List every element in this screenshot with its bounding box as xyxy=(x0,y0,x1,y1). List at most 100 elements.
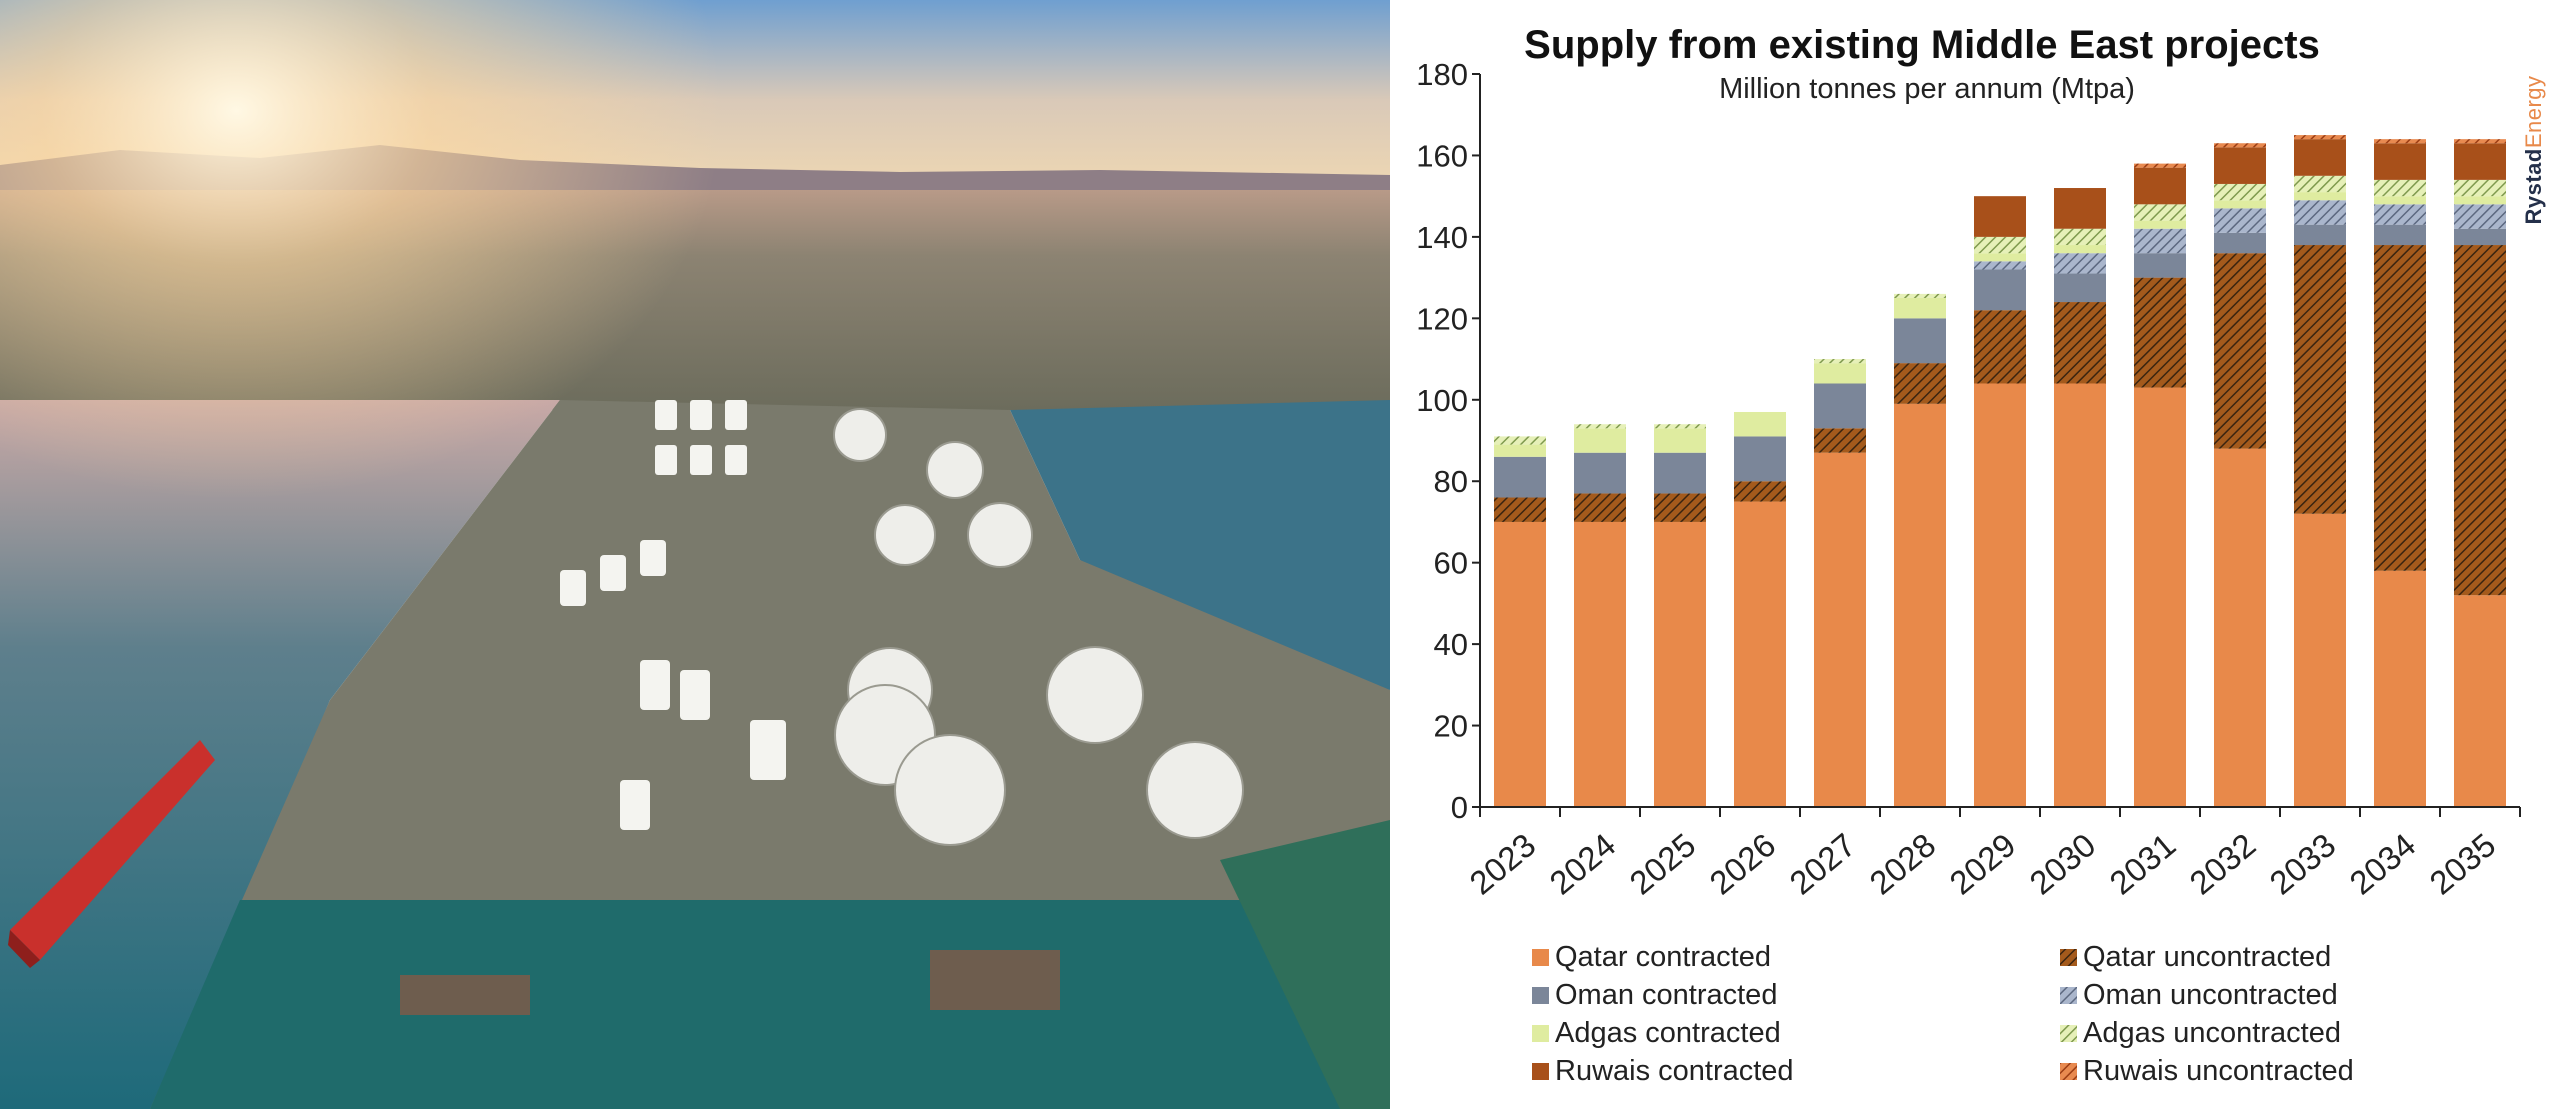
legend-swatch-adgas-contracted xyxy=(1532,1025,1549,1042)
brand-energy: Energy xyxy=(2521,75,2546,149)
bar-qatar-contracted-2024 xyxy=(1574,521,1626,807)
bar-adgas-uncontracted-2031 xyxy=(2134,204,2186,221)
bar-adgas-contracted-2030 xyxy=(2054,245,2106,254)
bar-ruwais-contracted-2030 xyxy=(2054,188,2106,229)
bar-adgas-contracted-2028 xyxy=(1894,297,1946,319)
bar-oman-contracted-2035 xyxy=(2454,228,2506,246)
bar-adgas-uncontracted-2032 xyxy=(2214,183,2266,201)
bar-oman-contracted-2029 xyxy=(1974,269,2026,311)
bar-adgas-uncontracted-2034 xyxy=(2374,179,2426,197)
y-tick-label: 100 xyxy=(1416,383,1468,418)
bar-qatar-contracted-2026 xyxy=(1734,501,1786,807)
legend-swatch-adgas-uncontracted xyxy=(2060,1025,2077,1042)
bar-ruwais-uncontracted-2031 xyxy=(2134,163,2186,168)
bar-oman-uncontracted-2030 xyxy=(2054,253,2106,274)
y-tick-label: 20 xyxy=(1434,709,1468,744)
y-tick-label: 0 xyxy=(1451,790,1468,825)
bar-oman-uncontracted-2034 xyxy=(2374,204,2426,225)
bar-adgas-contracted-2034 xyxy=(2374,196,2426,205)
bar-qatar-uncontracted-2031 xyxy=(2134,277,2186,388)
chart-subtitle: Million tonnes per annum (Mtpa) xyxy=(1719,73,2135,105)
y-tick-label: 120 xyxy=(1416,301,1468,336)
bar-adgas-uncontracted-2033 xyxy=(2294,175,2346,193)
bar-oman-uncontracted-2035 xyxy=(2454,204,2506,229)
bar-oman-uncontracted-2031 xyxy=(2134,228,2186,254)
bar-oman-contracted-2034 xyxy=(2374,224,2426,246)
legend-label-qatar-uncontracted: Qatar uncontracted xyxy=(2083,941,2331,973)
oil-terminal-aerial-image xyxy=(0,0,1390,1109)
legend-swatch-qatar-uncontracted xyxy=(2060,949,2077,966)
y-axis: 0 20 40 60 80 100 120 140 160 180 xyxy=(1416,57,1481,825)
rystad-energy-logo: RystadEnergy xyxy=(2514,60,2554,240)
legend-label-ruwais-contracted: Ruwais contracted xyxy=(1555,1055,1794,1087)
y-tick-label: 140 xyxy=(1416,220,1468,255)
bar-ruwais-contracted-2035 xyxy=(2454,143,2506,180)
x-tick-label: 2031 xyxy=(2102,826,2182,902)
bar-qatar-contracted-2030 xyxy=(2054,383,2106,807)
bar-qatar-uncontracted-2033 xyxy=(2294,245,2346,514)
legend: Qatar contracted Qatar uncontracted Oman c… xyxy=(1532,941,2354,1087)
bar-oman-uncontracted-2032 xyxy=(2214,208,2266,233)
y-tick-label: 40 xyxy=(1434,627,1468,662)
bar-adgas-uncontracted-2035 xyxy=(2454,179,2506,197)
legend-swatch-ruwais-uncontracted xyxy=(2060,1063,2077,1080)
bar-adgas-contracted-2031 xyxy=(2134,220,2186,229)
bar-ruwais-contracted-2032 xyxy=(2214,147,2266,184)
bar-oman-contracted-2030 xyxy=(2054,273,2106,303)
bar-qatar-uncontracted-2023 xyxy=(1494,497,1546,522)
bar-oman-contracted-2026 xyxy=(1734,436,1786,482)
x-tick-label: 2024 xyxy=(1542,826,1622,902)
bar-adgas-uncontracted-2027 xyxy=(1814,359,1866,364)
bar-adgas-uncontracted-2024 xyxy=(1574,424,1626,429)
bar-oman-contracted-2028 xyxy=(1894,318,1946,364)
bar-qatar-contracted-2033 xyxy=(2294,513,2346,807)
bar-ruwais-uncontracted-2032 xyxy=(2214,143,2266,148)
y-tick-label: 80 xyxy=(1434,464,1468,499)
legend-swatch-ruwais-contracted xyxy=(1532,1063,1549,1080)
x-tick-label: 2028 xyxy=(1862,826,1942,902)
x-tick-label: 2035 xyxy=(2422,826,2502,902)
bars xyxy=(1494,135,2506,807)
bar-oman-contracted-2025 xyxy=(1654,452,1706,494)
bar-qatar-contracted-2031 xyxy=(2134,387,2186,807)
bar-qatar-uncontracted-2026 xyxy=(1734,481,1786,502)
bar-adgas-contracted-2024 xyxy=(1574,428,1626,453)
bar-ruwais-contracted-2034 xyxy=(2374,143,2426,180)
x-tick-label: 2033 xyxy=(2262,826,2342,902)
bar-adgas-contracted-2025 xyxy=(1654,428,1706,453)
legend-label-oman-contracted: Oman contracted xyxy=(1555,979,1777,1011)
x-tick-label: 2030 xyxy=(2022,826,2102,902)
bar-adgas-uncontracted-2023 xyxy=(1494,436,1546,445)
bar-adgas-contracted-2032 xyxy=(2214,200,2266,209)
bar-adgas-uncontracted-2029 xyxy=(1974,236,2026,254)
bar-qatar-uncontracted-2034 xyxy=(2374,245,2426,571)
bar-adgas-contracted-2027 xyxy=(1814,363,1866,384)
legend-label-ruwais-uncontracted: Ruwais uncontracted xyxy=(2083,1055,2354,1087)
bar-qatar-uncontracted-2030 xyxy=(2054,302,2106,384)
y-tick-label: 180 xyxy=(1416,57,1468,92)
legend-label-qatar-contracted: Qatar contracted xyxy=(1555,941,1771,973)
bar-qatar-contracted-2023 xyxy=(1494,521,1546,807)
bar-qatar-contracted-2035 xyxy=(2454,595,2506,807)
bar-oman-uncontracted-2033 xyxy=(2294,200,2346,225)
bar-ruwais-contracted-2033 xyxy=(2294,139,2346,176)
bar-qatar-contracted-2034 xyxy=(2374,570,2426,807)
legend-label-adgas-uncontracted: Adgas uncontracted xyxy=(2083,1017,2341,1049)
bar-ruwais-contracted-2031 xyxy=(2134,167,2186,205)
y-tick-label: 60 xyxy=(1434,546,1468,581)
stacked-bar-chart: Supply from existing Middle East project… xyxy=(1416,23,2521,1087)
bar-ruwais-contracted-2029 xyxy=(1974,196,2026,237)
legend-label-oman-uncontracted: Oman uncontracted xyxy=(2083,979,2338,1011)
bar-qatar-contracted-2025 xyxy=(1654,521,1706,807)
legend-swatch-qatar-contracted xyxy=(1532,949,1549,966)
legend-swatch-oman-uncontracted xyxy=(2060,987,2077,1004)
chart-title: Supply from existing Middle East project… xyxy=(1524,23,2320,67)
bar-oman-uncontracted-2029 xyxy=(1974,261,2026,270)
x-tick-label: 2026 xyxy=(1702,826,1782,902)
bar-ruwais-uncontracted-2033 xyxy=(2294,135,2346,140)
x-tick-label: 2023 xyxy=(1462,826,1542,902)
bar-qatar-uncontracted-2024 xyxy=(1574,493,1626,522)
x-tick-label: 2032 xyxy=(2182,826,2262,902)
bar-qatar-uncontracted-2035 xyxy=(2454,245,2506,596)
industrial-port-photo xyxy=(0,0,1390,1109)
